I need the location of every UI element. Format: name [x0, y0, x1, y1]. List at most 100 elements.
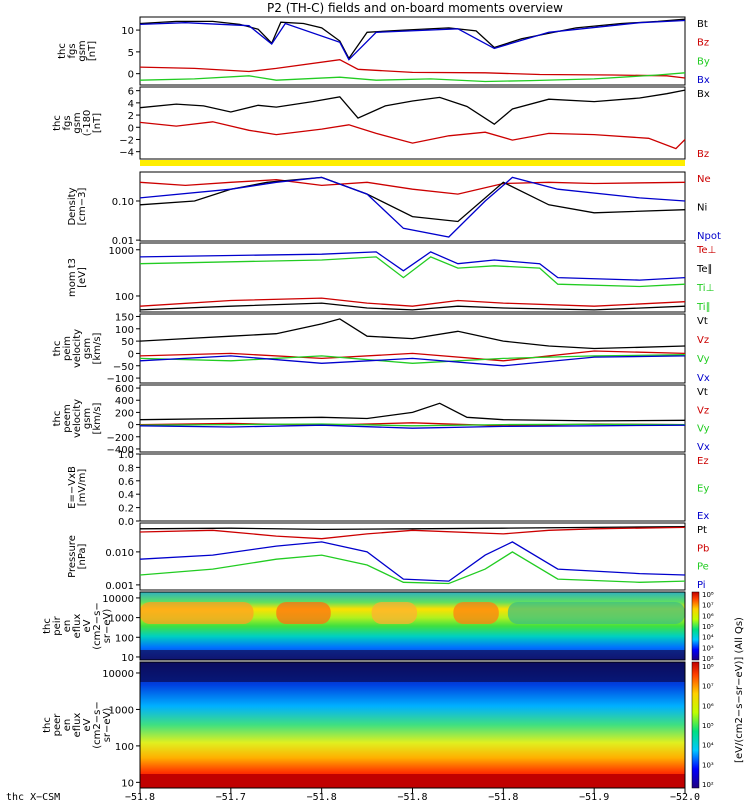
series-temp-Ti⊥ [139, 251, 686, 281]
y-axis-label: thc [42, 717, 53, 733]
plot-area-pressure [140, 523, 685, 590]
series-pressure-Pi [139, 541, 686, 582]
tick-label: 150 [115, 312, 134, 323]
series-fgs_zoom-Bx [139, 89, 686, 126]
series-vel_peem-Vt [139, 402, 686, 422]
y-axis-label: [mV/m] [77, 469, 88, 507]
time-axis-value: −51.8 [488, 792, 518, 800]
colorbar-peer [691, 661, 700, 789]
tick-label: 0.4 [118, 490, 134, 501]
y-axis-label: velocity [72, 399, 83, 438]
tick-label: 0.0 [118, 517, 134, 528]
tick-label: 0.6 [118, 477, 134, 488]
spectrogram-peak-2 [371, 602, 418, 624]
legend-entry: Vx [697, 442, 710, 453]
y-axis-label: [km/s] [92, 402, 103, 434]
tick-label: 4 [128, 99, 134, 110]
series-temp-Te⊥ [139, 297, 686, 307]
y-axis-label: thc [52, 115, 63, 131]
legend-entry: Bx [697, 89, 710, 100]
tick-label: 10 [121, 26, 134, 37]
status-bar [140, 160, 685, 166]
plot-area-efield [140, 454, 685, 521]
time-axis-value: −51.7 [216, 792, 246, 800]
series-fgs_zoom-Bz [139, 121, 686, 150]
tick-label: 0 [128, 349, 134, 360]
tick-label: 0 [128, 421, 134, 432]
colorbar-tick: 10⁸ [702, 663, 714, 671]
tick-label: 100 [115, 325, 134, 336]
time-axis-value: −52.0 [670, 792, 700, 800]
y-axis-label: thc [42, 618, 53, 634]
colorbar-tick: 10⁷ [702, 683, 714, 691]
y-axis-label: Density [67, 187, 78, 225]
legend-entry: Bt [697, 19, 708, 30]
y-axis-label: eV [82, 718, 93, 731]
legend-entry: Ne [697, 174, 711, 185]
legend-entry: Vt [697, 387, 708, 398]
spectrogram-low-band [140, 650, 685, 660]
colorbar-tick: 10⁴ [702, 742, 714, 750]
tick-label: −400 [107, 445, 134, 456]
panel-temp: 1000 100 mom t3 [eV] Te⊥ Te∥ Ti⊥ Ti∥ [67, 242, 716, 313]
colorbar-tick: 10³ [702, 761, 714, 769]
colorbar-tick: 10² [702, 655, 714, 663]
spectrogram-peer [140, 662, 685, 788]
series-pressure-Pe [139, 551, 686, 585]
tick-label: 0.01 [112, 236, 134, 247]
legend-entry: Pi [697, 580, 706, 591]
panel-efield: 1.0 0.8 0.6 0.4 0.2 0.0 E=−VxB [mV/m] Ez Ey Ex [67, 450, 709, 528]
legend-entry: Vx [697, 373, 710, 384]
series-lines [139, 18, 686, 585]
time-axis: thc_X−CSM −51.8 −51.7 −51.8 −51.8 −51.8 −51.9 −… [6, 788, 700, 804]
series-temp-Ti∥ [139, 256, 686, 288]
y-axis-label: eV [82, 619, 93, 632]
series-density-Ne [139, 179, 686, 195]
panel-frame [139, 453, 686, 522]
figure-title: P2 (TH-C) fields and on-board moments ov… [267, 1, 563, 15]
legend-entry: Ti⊥ [696, 283, 714, 294]
series-pressure-Pt [139, 526, 686, 531]
series-vel_peim-Vt [139, 318, 686, 350]
y-axis-label: eflux [72, 713, 83, 738]
tick-label: 1000 [109, 614, 134, 625]
legend-entry: Pe [697, 562, 709, 573]
panel-peir: 10000 1000 100 10 thc peir en eflux eV (cm2−s− sr−… [42, 591, 686, 664]
time-axis-value: −51.8 [125, 792, 155, 800]
series-vel_peem-Vy [139, 423, 686, 427]
tick-label: 5 [128, 48, 134, 59]
panel-frame [139, 591, 686, 661]
panel-frame [139, 522, 686, 591]
series-vel_peem-Vx [139, 424, 686, 429]
legend-entry: Npot [697, 231, 721, 242]
y-axis-label: peir [52, 615, 63, 635]
y-axis-label: fgs [67, 43, 78, 58]
panel-frame [139, 384, 686, 453]
time-axis-value: −51.9 [579, 792, 609, 800]
tick-label: 0.2 [118, 504, 134, 515]
panel-frame [139, 16, 686, 86]
plot-area-fgs_zoom [140, 87, 685, 159]
tick-label: −4 [119, 148, 134, 159]
tick-label: 1000 [109, 246, 134, 257]
tick-label: −100 [107, 374, 134, 385]
tick-label: −200 [107, 433, 134, 444]
series-fgs-Bz [139, 59, 686, 79]
time-axis-value: −51.8 [397, 792, 427, 800]
colorbar-tick: 10⁶ [702, 612, 714, 620]
y-axis-label: peem [62, 404, 73, 432]
legend-entry: Bx [697, 75, 710, 86]
panel-pressure: 0.010 0.001 Pressure [nPa] Pt Pb Pe Pi [67, 522, 709, 592]
spectrogram-low-band [140, 774, 685, 788]
panel-fgs: 10 5 0 thc fgs gsm [nT] Bt Bz By Bx [57, 16, 710, 86]
tick-label: 600 [115, 384, 134, 395]
y-axis-label: (cm2−s− [92, 602, 103, 649]
legend-entry: Ex [697, 511, 709, 522]
tick-label: 1.0 [118, 450, 134, 461]
tick-label: 100 [115, 292, 134, 303]
y-axis-label: [nPa] [77, 543, 88, 569]
colorbar-tick: 10⁵ [702, 623, 714, 631]
